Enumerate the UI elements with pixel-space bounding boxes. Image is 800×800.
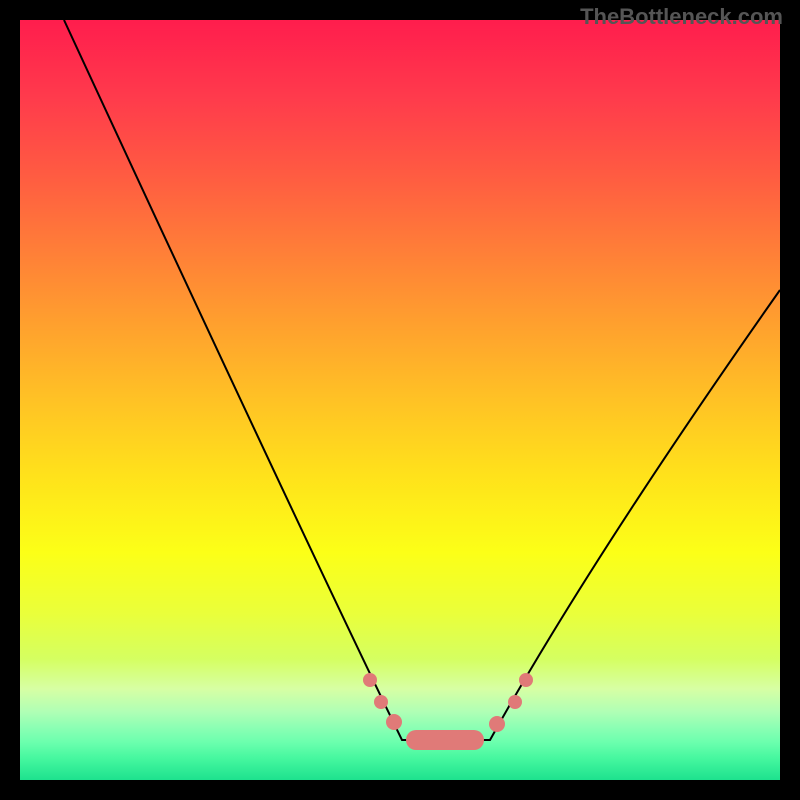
valley-cap: [406, 730, 484, 750]
slope-dot: [374, 695, 388, 709]
slope-dot: [363, 673, 377, 687]
slope-dot: [508, 695, 522, 709]
slope-dot: [386, 714, 402, 730]
slope-dot: [519, 673, 533, 687]
gradient-background: [20, 20, 780, 780]
watermark-text: TheBottleneck.com: [580, 4, 783, 29]
slope-dot: [489, 716, 505, 732]
bottleneck-chart: TheBottleneck.com: [0, 0, 800, 800]
